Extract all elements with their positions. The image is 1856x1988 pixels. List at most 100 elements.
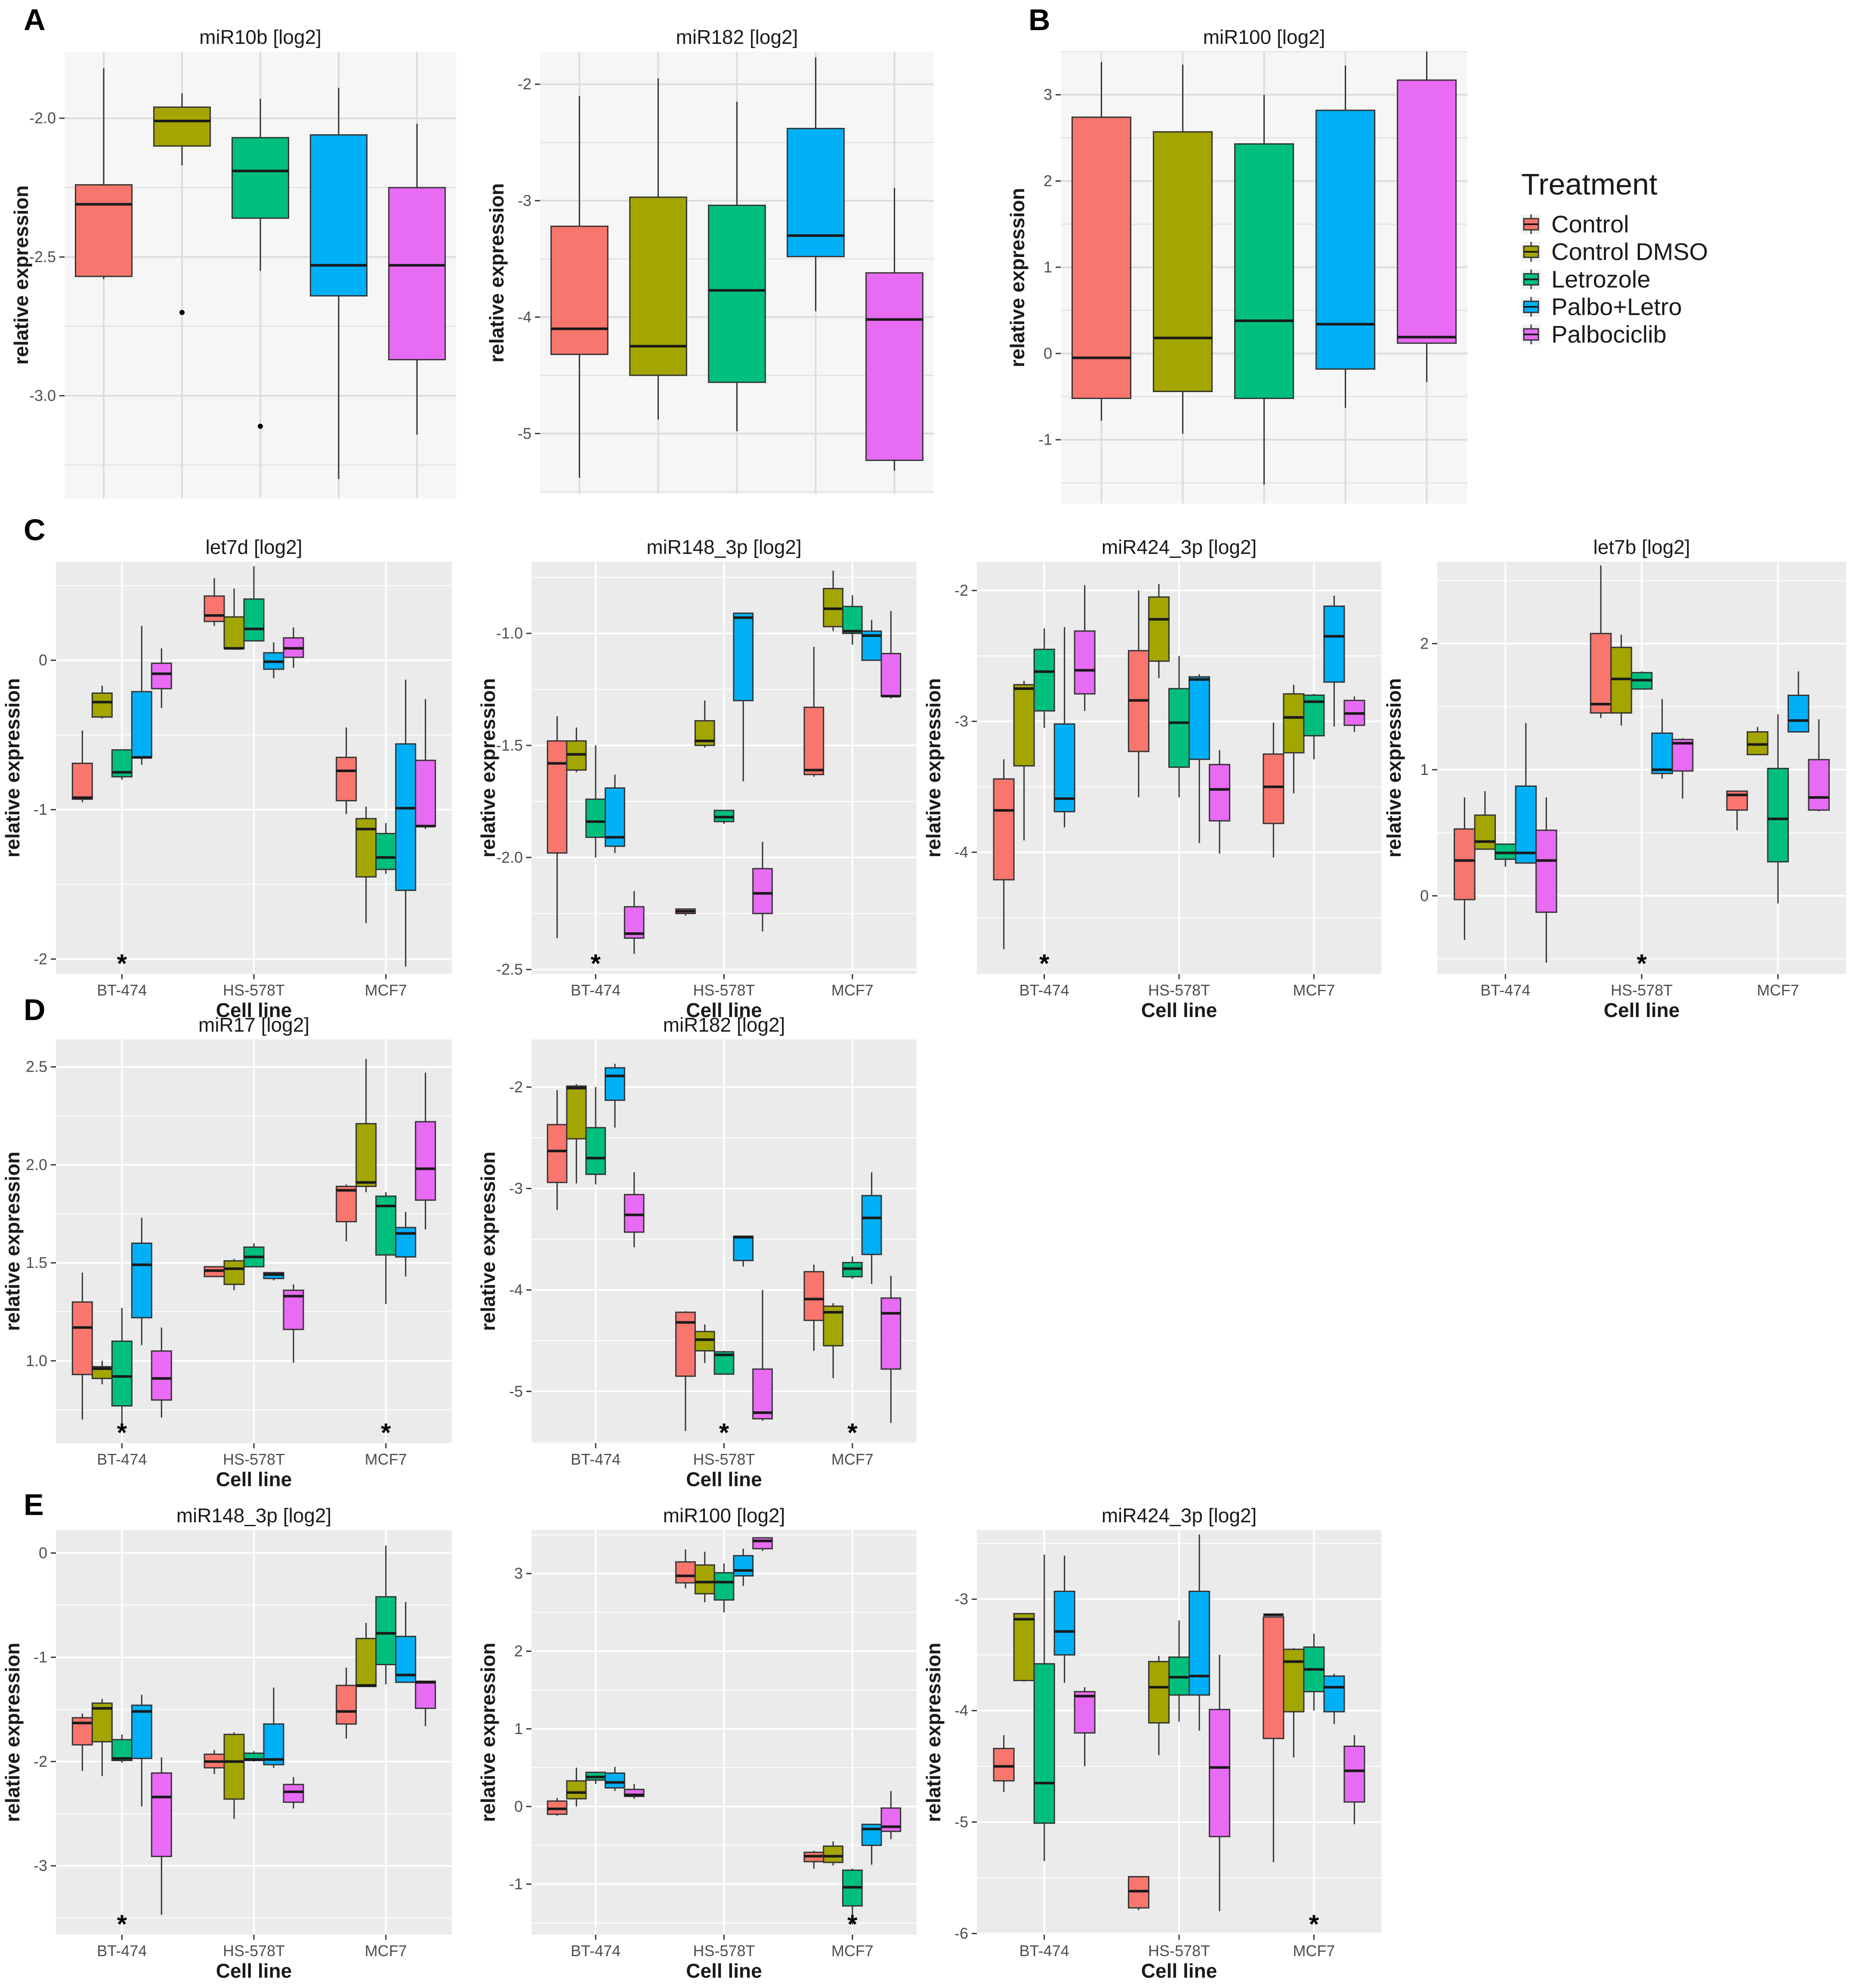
y-tick-label: -2 bbox=[954, 581, 968, 599]
box-palbo-letro bbox=[1053, 1555, 1075, 1683]
box-control bbox=[993, 759, 1015, 949]
box-control bbox=[1590, 565, 1612, 718]
box-control-dmso bbox=[823, 570, 843, 631]
box-palbociclib bbox=[624, 891, 645, 954]
box-control bbox=[74, 68, 133, 279]
y-axis-title: relative expression bbox=[922, 678, 945, 858]
panel-letters-layer: A B C D E bbox=[24, 3, 1050, 1521]
legend-label: Palbo+Letro bbox=[1551, 293, 1682, 320]
box-control bbox=[1726, 790, 1748, 831]
box-control-dmso bbox=[223, 588, 245, 650]
y-axis-title: relative expression bbox=[1, 678, 24, 858]
box-palbociclib bbox=[1535, 797, 1557, 963]
box-letrozole bbox=[842, 1256, 863, 1279]
significance-asterisk: * bbox=[117, 1418, 127, 1447]
y-tick-label: -3 bbox=[954, 712, 968, 730]
legend-title: Treatment bbox=[1521, 167, 1657, 201]
box-iqr bbox=[1315, 109, 1376, 370]
x-tick-label: HS-578T bbox=[693, 1942, 755, 1960]
y-tick-label: 3 bbox=[514, 1564, 523, 1582]
box-letrozole bbox=[1033, 1554, 1055, 1861]
box-outlier bbox=[179, 310, 185, 315]
box-iqr bbox=[1189, 676, 1210, 760]
x-tick-label: BT-474 bbox=[571, 981, 621, 999]
chart-title: miR424_3p [log2] bbox=[1102, 536, 1257, 558]
y-tick-label: -2.0 bbox=[496, 848, 523, 866]
box-iqr bbox=[733, 1235, 754, 1261]
box-palbociclib bbox=[388, 124, 446, 435]
y-tick-label: 2.0 bbox=[26, 1156, 47, 1173]
box-iqr bbox=[1209, 1709, 1230, 1837]
box-iqr bbox=[336, 757, 357, 801]
x-axis-title: Cell line bbox=[1604, 999, 1680, 1021]
box-palbo-letro bbox=[861, 1824, 882, 1865]
box-letrozole bbox=[375, 1192, 397, 1304]
box-palbociclib bbox=[624, 1784, 645, 1799]
box-iqr bbox=[283, 1784, 304, 1803]
box-iqr bbox=[752, 1368, 773, 1419]
box-iqr bbox=[566, 1085, 587, 1140]
legend-entry: Control DMSO bbox=[1521, 238, 1708, 265]
box-iqr bbox=[675, 1561, 696, 1584]
box-control-dmso bbox=[629, 78, 687, 420]
box-control bbox=[336, 1667, 357, 1739]
y-axis-title: relative expression bbox=[477, 1643, 499, 1822]
box-iqr bbox=[842, 606, 863, 634]
chart-title: miR424_3p [log2] bbox=[1102, 1504, 1257, 1527]
box-letrozole bbox=[713, 1351, 735, 1375]
box-iqr bbox=[1454, 828, 1476, 900]
x-tick-label: HS-578T bbox=[693, 981, 755, 999]
box-palbo-letro bbox=[309, 87, 368, 479]
box-iqr bbox=[1234, 143, 1294, 399]
legend-label: Control DMSO bbox=[1551, 238, 1708, 265]
box-palbociclib bbox=[624, 1172, 645, 1248]
box-control-dmso bbox=[355, 1623, 377, 1687]
y-tick-label: -1 bbox=[509, 1875, 523, 1893]
chart-title: miR17 [log2] bbox=[198, 1014, 309, 1036]
box-iqr bbox=[566, 1780, 587, 1799]
box-iqr bbox=[309, 134, 368, 297]
box-iqr bbox=[1651, 732, 1673, 774]
box-control bbox=[550, 96, 608, 478]
box-iqr bbox=[694, 1331, 715, 1352]
chart-a1-mir10b: -2.0 -2.5 -3.0 miR10b [log2] relative expres… bbox=[10, 26, 456, 498]
box-iqr bbox=[375, 833, 397, 870]
y-tick-label: -3.0 bbox=[29, 386, 56, 404]
box-palbo-letro bbox=[263, 1272, 284, 1281]
box-iqr bbox=[1168, 688, 1190, 768]
box-palbociclib bbox=[1074, 1687, 1096, 1766]
y-tick-label: -4 bbox=[954, 1702, 968, 1719]
x-tick-label: HS-578T bbox=[223, 1942, 285, 1960]
box-palbo-letro bbox=[1189, 674, 1210, 843]
panel-label-a: A bbox=[24, 3, 46, 37]
box-control bbox=[204, 1266, 225, 1277]
box-palbociclib bbox=[1671, 738, 1694, 799]
box-control-dmso bbox=[1013, 1613, 1035, 1682]
box-iqr bbox=[861, 1195, 882, 1255]
box-control bbox=[675, 1311, 696, 1431]
box-iqr bbox=[355, 1123, 377, 1187]
box-palbociclib bbox=[1209, 750, 1230, 854]
y-axis-title: relative expression bbox=[10, 186, 32, 365]
box-iqr bbox=[993, 1748, 1015, 1782]
box-palbo-letro bbox=[131, 1218, 152, 1345]
box-control bbox=[1071, 62, 1132, 421]
box-palbociclib bbox=[151, 648, 172, 708]
box-iqr bbox=[1033, 649, 1055, 712]
chart-title: miR100 [log2] bbox=[663, 1504, 785, 1527]
box-control bbox=[675, 1549, 696, 1589]
y-axis-title: relative expression bbox=[477, 678, 499, 858]
chart-title: let7d [log2] bbox=[205, 536, 302, 558]
chart-title: miR148_3p [log2] bbox=[646, 536, 802, 558]
box-control-dmso bbox=[223, 1732, 245, 1819]
y-axis-title: relative expression bbox=[1006, 188, 1028, 368]
box-control bbox=[803, 646, 825, 777]
x-tick-label: HS-578T bbox=[1148, 1942, 1210, 1960]
box-palbo-letro bbox=[733, 1235, 754, 1267]
box-iqr bbox=[1053, 1590, 1075, 1656]
box-control bbox=[547, 1798, 568, 1816]
box-control-dmso bbox=[823, 1841, 843, 1866]
box-iqr bbox=[91, 692, 113, 718]
